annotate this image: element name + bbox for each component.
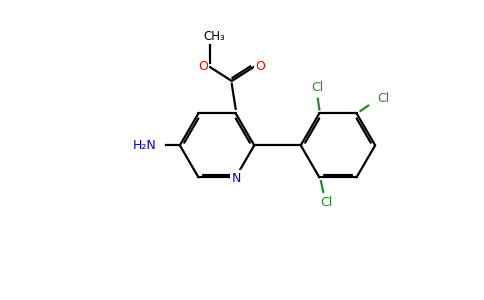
Text: O: O bbox=[256, 60, 265, 73]
Text: N: N bbox=[232, 172, 241, 184]
Text: Cl: Cl bbox=[312, 81, 324, 94]
Text: CH₃: CH₃ bbox=[203, 30, 225, 43]
Text: H₂N: H₂N bbox=[133, 139, 157, 152]
Text: O: O bbox=[198, 60, 208, 73]
Text: Cl: Cl bbox=[320, 196, 333, 209]
Text: Cl: Cl bbox=[378, 92, 390, 105]
